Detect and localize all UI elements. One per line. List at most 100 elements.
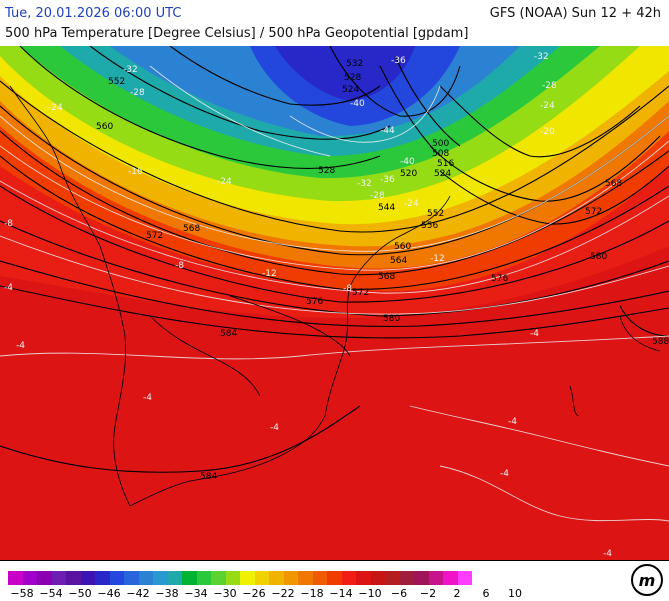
label-576b: 576	[491, 274, 508, 284]
label-584: 584	[220, 329, 237, 339]
coastlines	[9, 85, 661, 507]
weather-map[interactable]: 532 528 524 552 560 568 572 576 580 584 …	[0, 46, 669, 560]
color-swatch-20	[298, 571, 313, 585]
label-572c: 572	[585, 207, 602, 217]
color-scale-bar	[8, 571, 472, 585]
tlabel-m32: -32	[123, 65, 138, 75]
scale-tick-label: −38	[155, 587, 179, 600]
label-508: 508	[432, 149, 449, 159]
label-528b: 528	[318, 166, 335, 176]
color-swatch-16	[240, 571, 255, 585]
label-520: 520	[400, 169, 417, 179]
label-516: 516	[437, 159, 454, 169]
scale-tick-label: −42	[126, 587, 150, 600]
label-552b: 552	[427, 209, 444, 219]
tlabel-m16: -16	[128, 167, 143, 177]
tlabel-m24d: -24	[404, 199, 419, 209]
tlabel-m20c: -20	[540, 127, 555, 137]
forecast-datetime: Tue, 20.01.2026 06:00 UTC	[5, 6, 182, 21]
color-swatch-29	[428, 571, 443, 585]
scale-tick-label: −14	[329, 587, 353, 600]
color-swatch-30	[443, 571, 458, 585]
color-swatch-31	[457, 571, 472, 585]
model-run-label: GFS (NOAA) Sun 12 + 42h	[489, 6, 661, 21]
color-swatch-13	[196, 571, 211, 585]
color-swatch-18	[269, 571, 284, 585]
label-584b: 584	[200, 472, 217, 482]
color-swatch-1	[22, 571, 37, 585]
meteologix-logo[interactable]: m	[631, 564, 663, 596]
scale-tick-label: 6	[482, 587, 490, 600]
tlabel-m12b: -12	[430, 254, 445, 264]
map-title: 500 hPa Temperature [Degree Celsius] / 5…	[5, 26, 469, 41]
tlabel-m8: -8	[4, 219, 13, 229]
label-524: 524	[342, 85, 359, 95]
label-572: 572	[146, 231, 163, 241]
map-canvas: 532 528 524 552 560 568 572 576 580 584 …	[0, 46, 669, 560]
label-588: 588	[652, 337, 669, 347]
tlabel-m40b: -40	[400, 157, 415, 167]
label-524b: 524	[434, 169, 451, 179]
label-568: 568	[183, 224, 200, 234]
tlabel-m24c: -24	[540, 101, 555, 111]
label-572b: 572	[352, 288, 369, 298]
tlabel-m40: -40	[350, 99, 365, 109]
color-scale-ticks: −58 −54 −50 −46 −42 −38 −34 −30 −26 −22 −18 −14 −10−…	[0, 587, 669, 601]
tlabel-m44: -44	[380, 126, 395, 136]
label-576: 576	[306, 297, 323, 307]
scale-tick-label: −2	[419, 587, 437, 600]
tlabel-m4d: -4	[508, 417, 517, 427]
color-swatch-21	[312, 571, 327, 585]
tlabel-m28d: -28	[370, 191, 385, 201]
color-swatch-0	[8, 571, 23, 585]
map-header: Tue, 20.01.2026 06:00 UTC GFS (NOAA) Sun…	[0, 0, 669, 46]
scale-tick-label: 10	[508, 587, 522, 600]
color-swatch-22	[327, 571, 342, 585]
tlabel-m4g: -4	[16, 341, 25, 351]
label-528: 528	[344, 73, 361, 83]
scale-tick-label: −58	[10, 587, 34, 600]
color-scale: −58 −54 −50 −46 −42 −38 −34 −30 −26 −22 −18 −14 −10−…	[0, 560, 669, 601]
label-580: 580	[383, 314, 400, 324]
temp-band-minus44	[275, 46, 415, 101]
label-580b: 580	[590, 252, 607, 262]
temperature-label-group: -32 -36 -40 -44 -28 -24 -24 -16 -12 -8 -…	[4, 52, 612, 559]
tlabel-m8b: -8	[175, 261, 184, 271]
scale-tick-label: 2	[453, 587, 461, 600]
color-swatch-25	[370, 571, 385, 585]
color-swatch-12	[182, 571, 197, 585]
color-swatch-15	[225, 571, 240, 585]
label-556: 556	[421, 221, 438, 231]
color-swatch-9	[138, 571, 153, 585]
tlabel-m32c: -32	[534, 52, 549, 62]
scale-tick-label: −46	[97, 587, 121, 600]
tlabel-m4c: -4	[270, 423, 279, 433]
label-500: 500	[432, 139, 449, 149]
color-swatch-2	[37, 571, 52, 585]
tlabel-m32b: -32	[357, 179, 372, 189]
geopotential-contours	[0, 46, 669, 473]
label-564: 564	[390, 256, 407, 266]
tlabel-m36: -36	[391, 56, 406, 66]
tlabel-m24b: -24	[217, 177, 232, 187]
tlabel-m4b: -4	[530, 329, 539, 339]
tlabel-m36b: -36	[380, 175, 395, 185]
color-swatch-11	[167, 571, 182, 585]
label-560b: 560	[394, 242, 411, 252]
color-swatch-23	[341, 571, 356, 585]
scale-tick-label: −34	[184, 587, 208, 600]
tlabel-m4f: -4	[603, 549, 612, 559]
tlabel-m8c: -8	[343, 284, 352, 294]
color-swatch-14	[211, 571, 226, 585]
color-swatch-19	[283, 571, 298, 585]
tlabel-m28: -28	[130, 88, 145, 98]
label-568b: 568	[378, 272, 395, 282]
color-swatch-6	[95, 571, 110, 585]
tlabel-m4e: -4	[500, 469, 509, 479]
color-swatch-7	[109, 571, 124, 585]
color-swatch-24	[356, 571, 371, 585]
tlabel-m28c: -28	[542, 81, 557, 91]
color-swatch-28	[414, 571, 429, 585]
color-swatch-27	[399, 571, 414, 585]
color-swatch-3	[51, 571, 66, 585]
